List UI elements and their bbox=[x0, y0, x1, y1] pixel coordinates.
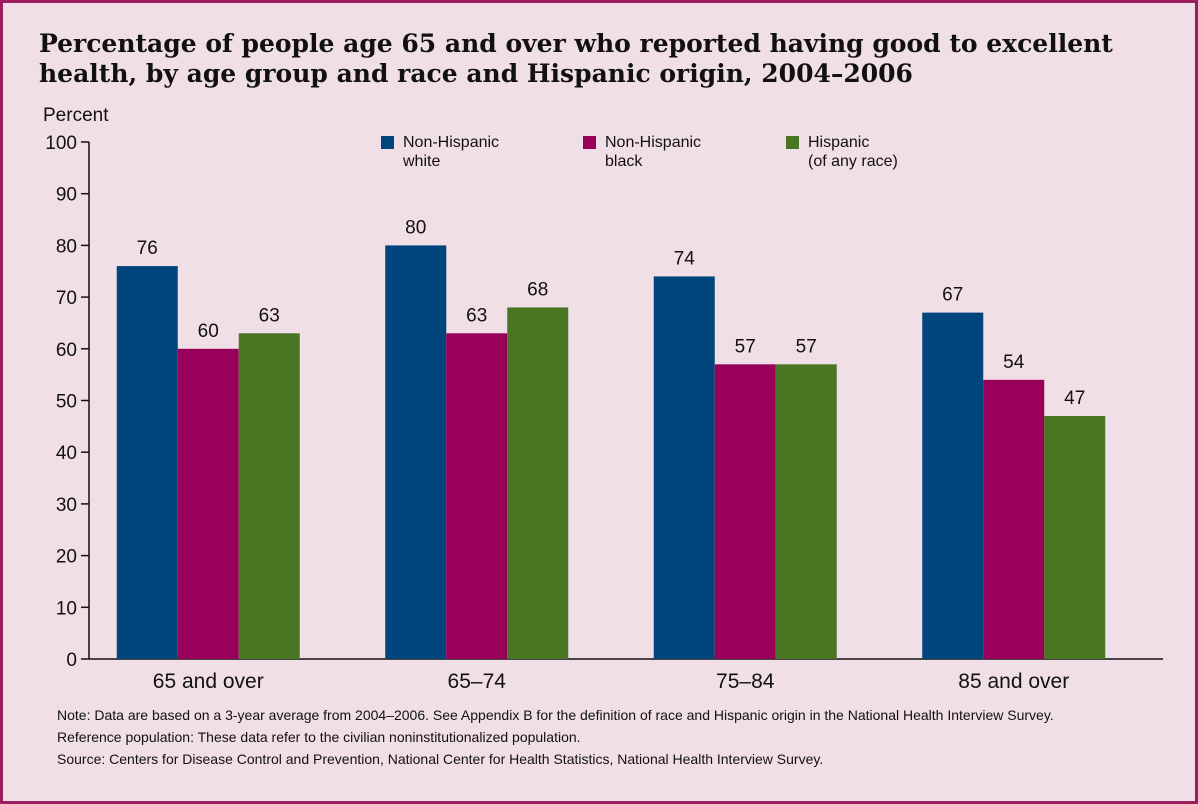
legend-swatch-non-hispanic-black bbox=[583, 136, 596, 149]
bar bbox=[714, 364, 776, 659]
y-tick-label: 60 bbox=[56, 340, 77, 361]
bar-value-label: 67 bbox=[942, 285, 963, 306]
legend-swatch-non-hispanic-white bbox=[381, 136, 394, 149]
source-text: Source: Centers for Disease Control and … bbox=[57, 751, 824, 767]
y-tick-label: 80 bbox=[56, 236, 77, 257]
legend-item-non-hispanic-white: Non-Hispanic white bbox=[381, 133, 563, 171]
y-tick-label: 10 bbox=[56, 598, 77, 619]
chart-title: Percentage of people age 65 and over who… bbox=[39, 29, 1113, 88]
bar bbox=[775, 364, 837, 659]
y-tick-label: 70 bbox=[56, 288, 77, 309]
reference-population-text: Reference population: These data refer t… bbox=[57, 729, 581, 745]
y-tick-label: 0 bbox=[66, 650, 77, 671]
bar bbox=[507, 307, 569, 659]
y-tick-label: 50 bbox=[56, 392, 77, 413]
bar bbox=[116, 266, 178, 659]
x-category-label: 65–74 bbox=[448, 670, 507, 693]
bar-value-label: 80 bbox=[405, 217, 426, 238]
footnotes: Note: Data are based on a 3-year average… bbox=[57, 708, 1177, 774]
bar bbox=[446, 333, 508, 659]
bar bbox=[983, 379, 1045, 659]
bar-value-label: 57 bbox=[735, 336, 756, 357]
legend-swatch-hispanic bbox=[786, 136, 799, 149]
x-category-label: 75–84 bbox=[716, 670, 775, 693]
bar-value-label: 76 bbox=[137, 238, 158, 259]
x-category-label: 65 and over bbox=[153, 670, 264, 693]
legend-label-non-hispanic-white: Non-Hispanic white bbox=[403, 134, 500, 170]
y-tick-label: 100 bbox=[45, 133, 77, 154]
bar-value-label: 57 bbox=[796, 336, 817, 357]
bar bbox=[922, 312, 984, 659]
x-category-label: 85 and over bbox=[958, 670, 1069, 693]
legend-item-non-hispanic-black: Non-Hispanic black bbox=[583, 133, 765, 171]
bar-value-label: 74 bbox=[674, 248, 696, 269]
y-axis-label: Percent bbox=[43, 105, 109, 126]
y-tick-label: 30 bbox=[56, 495, 77, 516]
axes: 0 10 20 30 40 50 60 70 80 90 100 65 and over 65–74 75… bbox=[45, 133, 1163, 693]
bar-value-label: 63 bbox=[466, 305, 487, 326]
y-tick-label: 40 bbox=[56, 443, 77, 464]
bar bbox=[653, 276, 715, 659]
y-tick-label: 20 bbox=[56, 547, 77, 568]
y-tick-label: 90 bbox=[56, 185, 77, 206]
bar-value-label: 68 bbox=[527, 279, 548, 300]
bar-value-label: 63 bbox=[259, 305, 280, 326]
legend-label-hispanic: Hispanic (of any race) bbox=[808, 134, 898, 170]
bar bbox=[238, 333, 300, 659]
bar-chart: 0 10 20 30 40 50 60 70 80 90 100 65 and over 65–74 75… bbox=[45, 133, 1163, 693]
bar-value-label: 54 bbox=[1003, 352, 1025, 373]
bar-value-label: 60 bbox=[198, 321, 219, 342]
note-text: Note: Data are based on a 3-year average… bbox=[57, 707, 1054, 723]
legend-label-non-hispanic-black: Non-Hispanic black bbox=[605, 134, 702, 170]
bar bbox=[385, 245, 447, 659]
legend-item-hispanic: Hispanic (of any race) bbox=[786, 133, 968, 171]
bar-value-label: 47 bbox=[1064, 388, 1085, 409]
value-labels: 76 60 63 80 63 68 74 57 57 67 54 47 bbox=[137, 217, 1086, 409]
bar bbox=[1044, 416, 1106, 659]
bar bbox=[177, 348, 239, 659]
bars bbox=[116, 245, 1106, 659]
